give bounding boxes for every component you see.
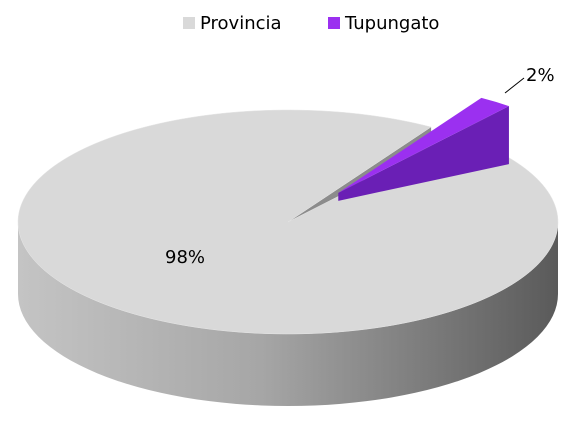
- legend-label: Tupungato: [344, 13, 439, 34]
- pie: [17, 97, 559, 406]
- legend: Provincia Tupungato: [183, 13, 439, 34]
- pie-wall: [338, 106, 509, 201]
- legend-label: Provincia: [200, 13, 282, 34]
- data-label: 98%: [165, 247, 205, 268]
- pie-slice: [338, 97, 509, 193]
- legend-swatch: [328, 17, 340, 29]
- pie-side: [18, 222, 558, 406]
- legend-swatch: [183, 17, 195, 29]
- leader-line: [504, 77, 525, 94]
- data-label: 2%: [526, 65, 555, 86]
